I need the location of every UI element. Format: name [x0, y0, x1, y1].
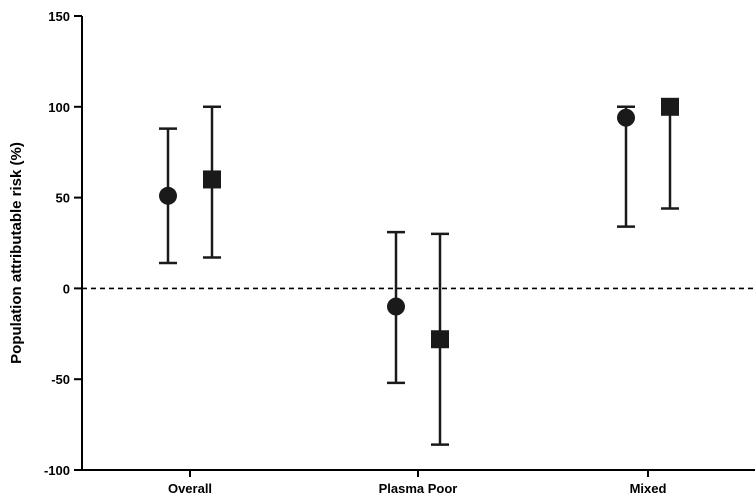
- y-tick-label: 100: [48, 100, 70, 115]
- square-point: [203, 170, 221, 189]
- x-tick-label: Overall: [168, 481, 212, 496]
- error-bars: [159, 105, 679, 446]
- data-points: [159, 97, 679, 349]
- circle-point: [387, 297, 405, 316]
- y-axis-title: Population attributable risk (%): [8, 142, 25, 364]
- y-tick-label: 150: [48, 9, 70, 24]
- circle-point: [617, 108, 635, 127]
- square-point: [431, 330, 449, 349]
- y-tick-label: -50: [51, 372, 70, 387]
- y-tick-label: -100: [44, 463, 70, 478]
- square-point: [661, 97, 679, 116]
- x-axis-ticks: Overall Plasma Poor Mixed: [168, 470, 667, 496]
- y-axis-ticks: 150 100 50 0 -50 -100: [44, 9, 82, 478]
- x-tick-label: Mixed: [630, 481, 667, 496]
- y-tick-label: 50: [56, 191, 70, 206]
- y-tick-label: 0: [63, 281, 70, 296]
- x-tick-label: Plasma Poor: [379, 481, 458, 496]
- circle-point: [159, 186, 177, 205]
